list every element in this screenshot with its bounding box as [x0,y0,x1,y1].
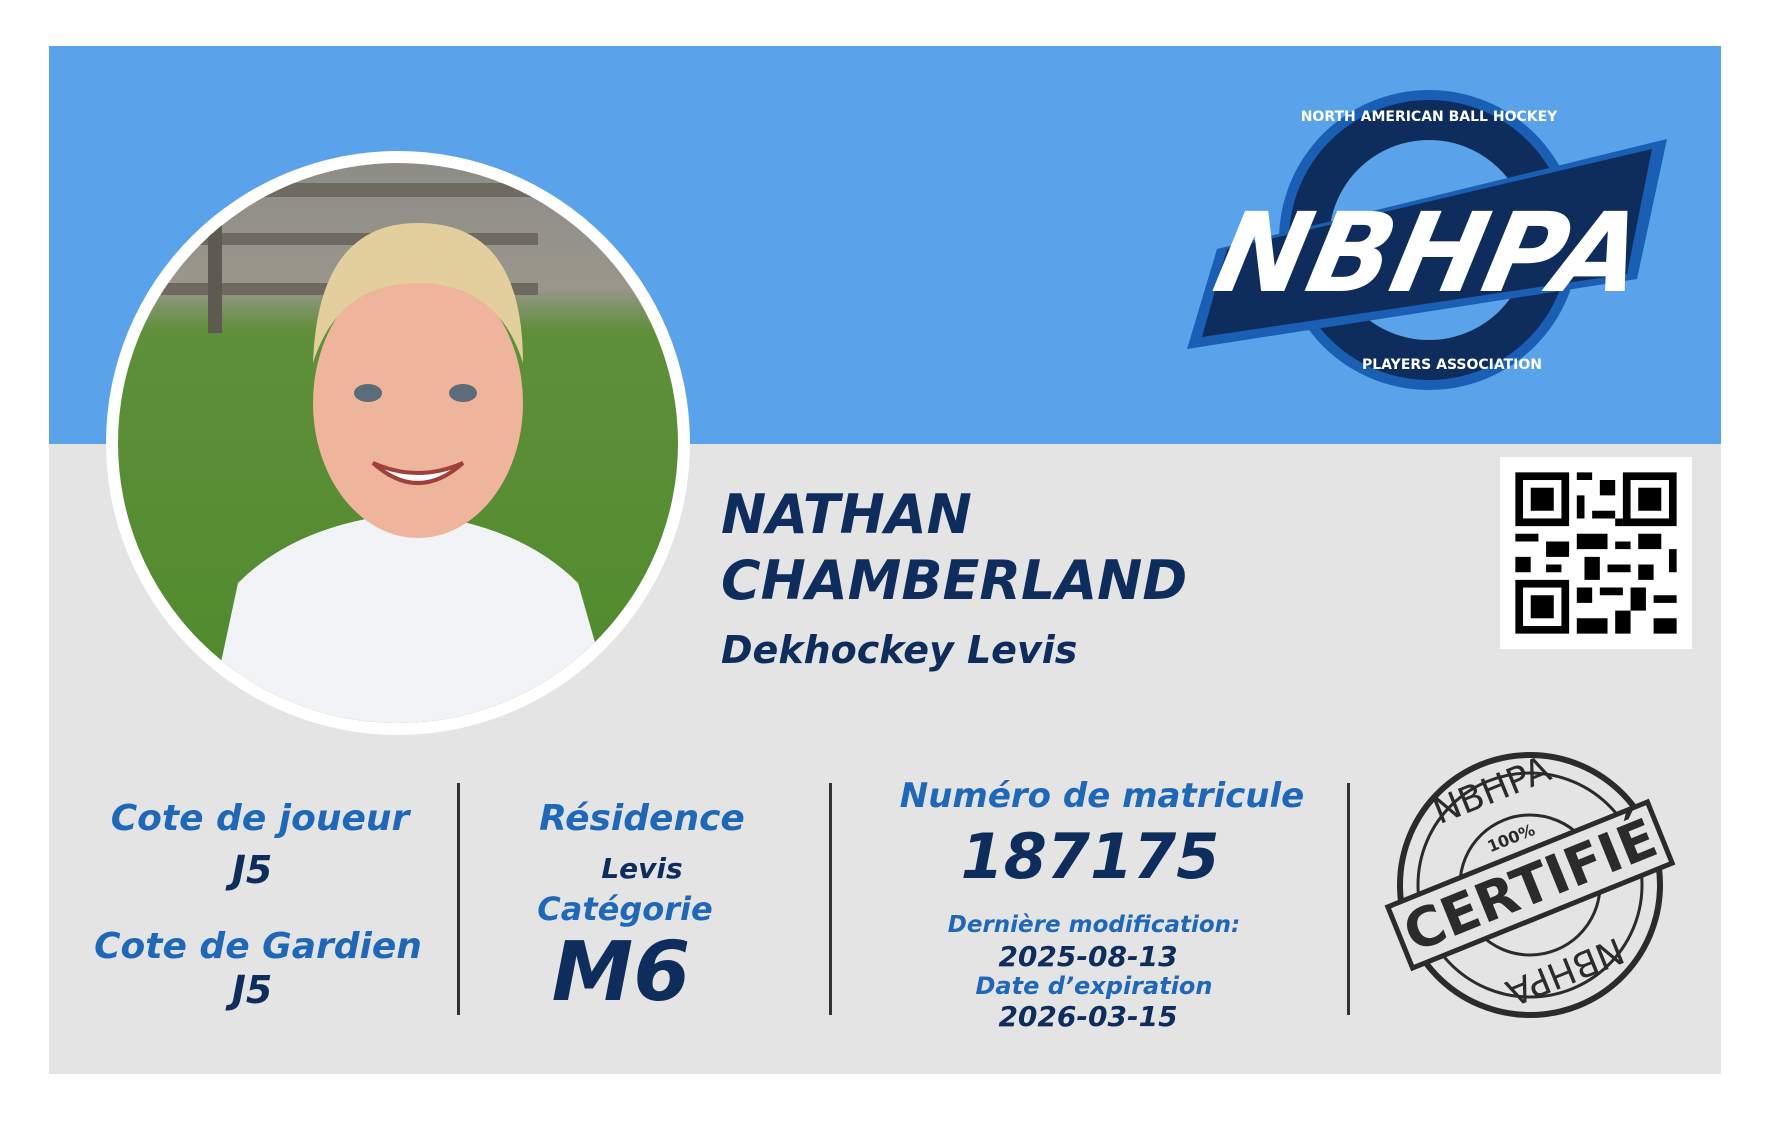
svg-text:PLAYERS ASSOCIATION: PLAYERS ASSOCIATION [1362,357,1542,373]
qr-code[interactable] [1500,457,1692,649]
last-modified-label: Dernière modification: [947,912,1241,938]
expiry-value: 2026-03-15 [998,1000,1178,1033]
residence-label: Résidence [539,798,745,839]
goalie-rating-value: J5 [231,968,273,1012]
last-modified-value: 2025-08-13 [998,940,1178,973]
expiry-label: Date d’expiration [975,972,1213,1000]
divider [1347,783,1350,1015]
player-last-name: CHAMBERLAND [721,549,1188,612]
nbhpa-logo: NBHPA NORTH AMERICAN BALL HOCKEY PLAYERS… [1187,90,1667,390]
player-photo [106,151,690,735]
divider [457,783,460,1015]
certified-stamp: CERTIFIÉ NBHPA 100% NBHPA [1384,749,1676,1018]
player-name: NATHAN CHAMBERLAND [721,482,1187,614]
svg-text:NBHPA: NBHPA [1204,190,1655,318]
svg-text:NORTH AMERICAN BALL HOCKEY: NORTH AMERICAN BALL HOCKEY [1301,109,1558,125]
goalie-rating-label: Cote de Gardien [94,926,422,967]
registration-number: 187175 [960,820,1220,893]
player-first-name: NATHAN [721,483,972,546]
svg-text:NBHPA: NBHPA [1500,929,1629,1013]
player-rating-value: J5 [231,848,273,892]
player-team: Dekhockey Levis [721,628,1078,672]
registration-label: Numéro de matricule [899,776,1305,816]
player-rating-label: Cote de joueur [110,798,410,839]
category-value: M6 [551,925,691,1020]
divider [829,783,832,1015]
category-label: Catégorie [537,890,713,928]
residence-value: Levis [601,852,683,885]
